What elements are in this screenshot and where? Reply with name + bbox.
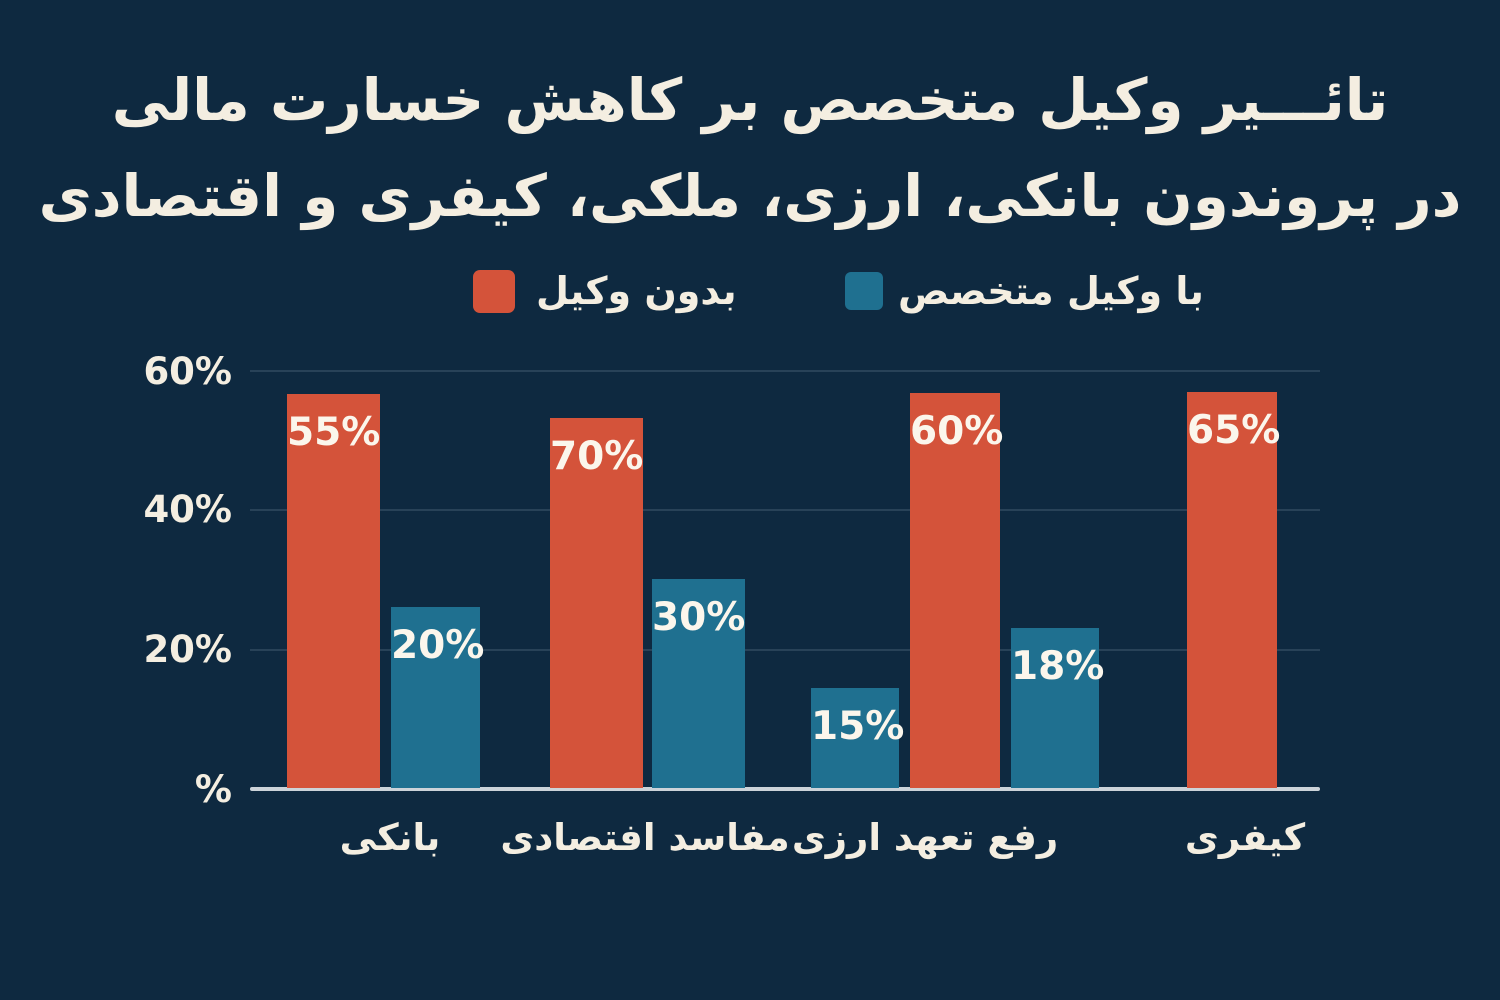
bar-with-lawyer: 30% xyxy=(652,579,745,788)
chart-title-line2: در پروندون بانکی، ارزی، ملکی، کیفری و اق… xyxy=(38,162,1462,230)
x-axis-category-label: رفع تعهد ارزی xyxy=(791,816,1059,859)
bar-value-label: 70% xyxy=(550,434,644,479)
bar-value-label: 15% xyxy=(811,704,905,749)
chart-title: تائـــیر وکیل متخصص بر کاهش خسارت مالی د… xyxy=(0,52,1500,244)
chart-title-line1: تائـــیر وکیل متخصص بر کاهش خسارت مالی xyxy=(111,66,1389,134)
x-axis-category-label: بانکی xyxy=(339,816,441,859)
bar-value-label: 20% xyxy=(391,623,485,668)
legend-swatch-without-lawyer-icon xyxy=(473,270,515,313)
gridline xyxy=(250,509,1320,511)
gridline xyxy=(250,370,1320,372)
bar-with-lawyer: 20% xyxy=(391,607,485,788)
legend-label-without-lawyer: بدون وکیل xyxy=(536,269,737,313)
legend-label-with-lawyer: با وکیل متخصص xyxy=(898,269,1204,313)
y-axis-tick-label: 20% xyxy=(143,628,232,671)
bar-without-lawyer: 65% xyxy=(1187,392,1281,788)
y-axis-tick-label: 40% xyxy=(143,488,232,531)
bar-with-lawyer: 18% xyxy=(1011,628,1105,788)
x-axis-line xyxy=(250,787,1320,791)
x-axis-category-label: مفاسد افتصادی xyxy=(500,816,790,859)
x-axis-category-label: کیفری xyxy=(1184,816,1306,859)
bar-value-label: 65% xyxy=(1187,408,1281,453)
bar-value-label: 18% xyxy=(1011,644,1105,689)
bar-value-label: 60% xyxy=(910,409,1004,454)
bar-value-label: 55% xyxy=(287,410,381,455)
legend-swatch-with-lawyer-icon xyxy=(845,272,883,310)
bar-without-lawyer: 55% xyxy=(287,394,380,788)
bar-with-lawyer: 15% xyxy=(811,688,905,788)
gridline xyxy=(250,649,1320,651)
y-axis-tick-label: % xyxy=(194,768,232,811)
bar-value-label: 30% xyxy=(652,595,746,640)
bar-without-lawyer: 70% xyxy=(550,418,643,788)
bar-without-lawyer: 60% xyxy=(910,393,1004,788)
y-axis-tick-label: 60% xyxy=(143,350,232,393)
